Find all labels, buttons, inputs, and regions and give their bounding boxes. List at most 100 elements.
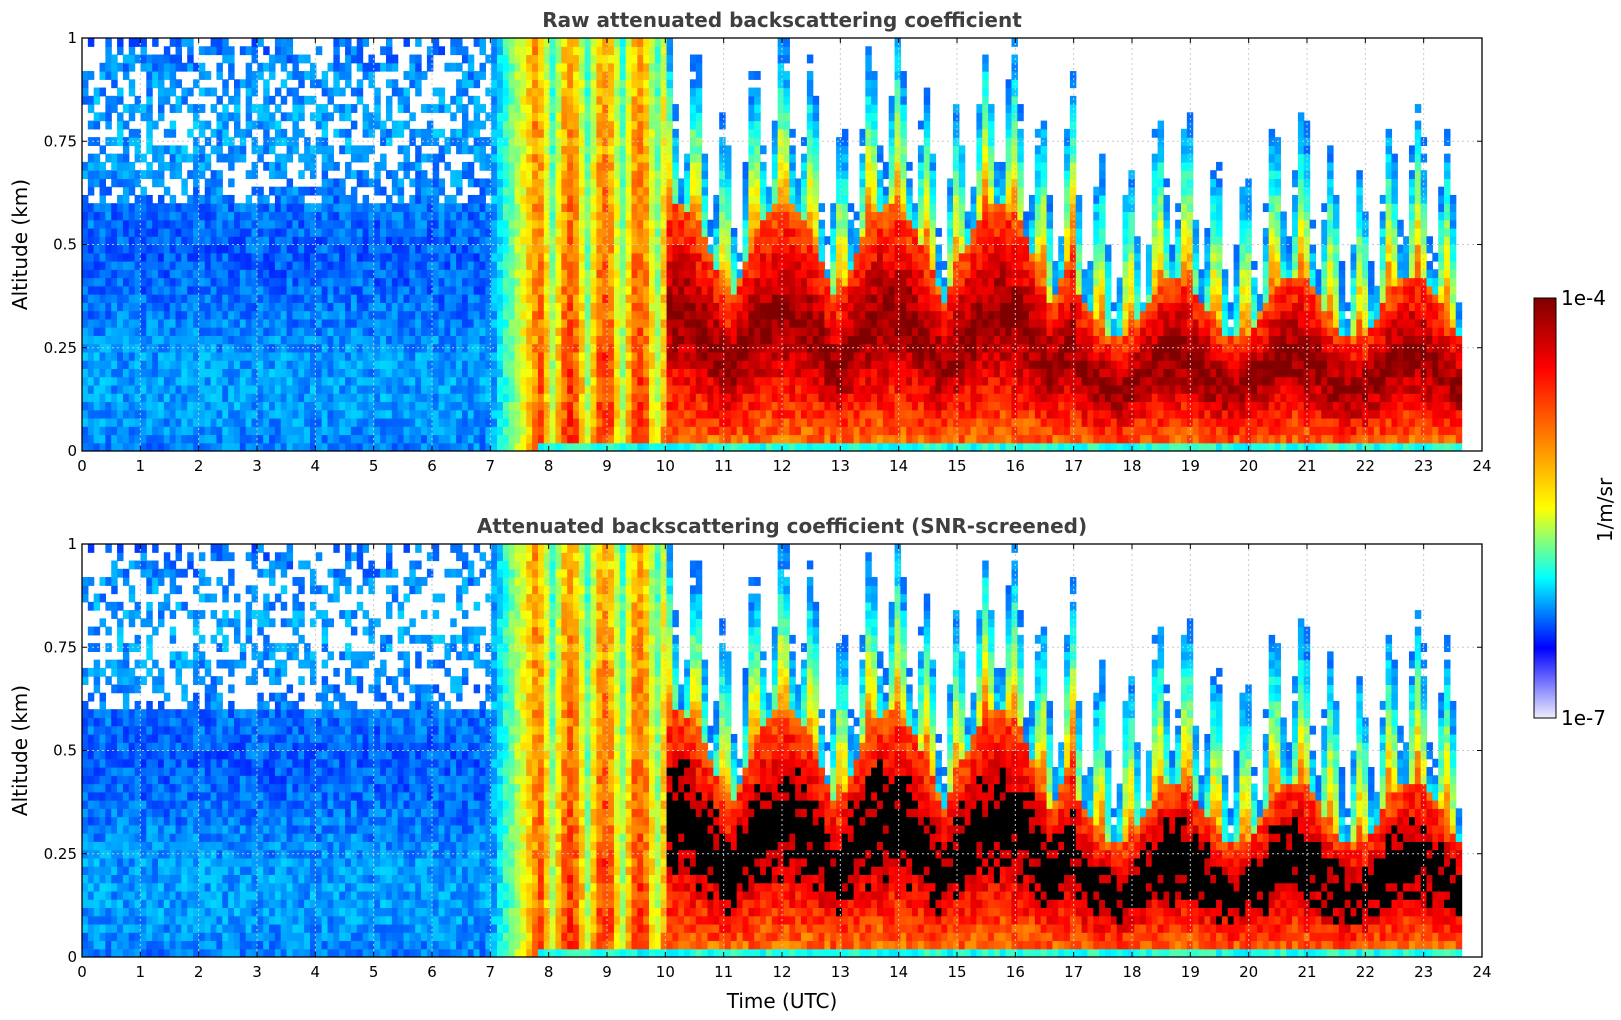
- heatmap-cell: [286, 393, 294, 403]
- heatmap-cell: [643, 145, 650, 155]
- heatmap-cell: [251, 368, 258, 378]
- heatmap-cell: [421, 153, 428, 163]
- heatmap-cell: [643, 318, 650, 328]
- heatmap-cell: [461, 261, 469, 270]
- heatmap-cell: [707, 393, 714, 403]
- heatmap-cell: [210, 236, 218, 246]
- heatmap-cell: [730, 434, 738, 444]
- heatmap-cell: [93, 203, 101, 213]
- heatmap-cell: [403, 426, 410, 436]
- heatmap-cell: [619, 351, 627, 361]
- heatmap-cell: [754, 310, 761, 320]
- heatmap-cell: [754, 261, 761, 270]
- heatmap-cell: [403, 161, 410, 171]
- heatmap-cell: [111, 178, 118, 188]
- heatmap-cell: [561, 211, 568, 221]
- heatmap-cell: [128, 227, 136, 237]
- heatmap-cell: [590, 261, 598, 270]
- heatmap-cell: [596, 393, 603, 403]
- heatmap-cell: [672, 302, 679, 312]
- heatmap-cell: [467, 360, 475, 369]
- heatmap-cell: [701, 360, 709, 369]
- heatmap-cell: [672, 360, 679, 369]
- heatmap-cell: [532, 137, 539, 146]
- heatmap-cell: [719, 269, 726, 279]
- heatmap-cell: [502, 211, 510, 221]
- heatmap-cell: [391, 252, 399, 262]
- heatmap-cell: [426, 236, 434, 246]
- heatmap-cell: [304, 252, 311, 262]
- heatmap-cell: [637, 244, 644, 254]
- heatmap-cell: [578, 161, 586, 171]
- heatmap-cell: [578, 261, 586, 270]
- heatmap-cell: [356, 145, 364, 155]
- heatmap-cell: [596, 137, 603, 146]
- heatmap-cell: [725, 219, 732, 229]
- heatmap-cell: [309, 360, 317, 369]
- heatmap-cell: [438, 343, 446, 353]
- heatmap-cell: [514, 87, 522, 97]
- heatmap-cell: [567, 376, 574, 386]
- heatmap-cell: [304, 227, 311, 237]
- heatmap-cell: [385, 62, 393, 72]
- heatmap-cell: [321, 310, 329, 320]
- heatmap-cell: [654, 409, 662, 419]
- heatmap-cell: [251, 227, 258, 237]
- heatmap-cell: [666, 170, 674, 180]
- heatmap-cell: [672, 153, 679, 163]
- heatmap-cell: [321, 194, 329, 204]
- heatmap-cell: [140, 277, 147, 287]
- heatmap-cell: [672, 442, 679, 451]
- heatmap-cell: [257, 360, 264, 369]
- heatmap-cell: [573, 376, 580, 386]
- heatmap-cell: [491, 54, 498, 64]
- heatmap-cell: [701, 170, 709, 180]
- heatmap-cell: [590, 38, 598, 47]
- heatmap-cell: [245, 442, 253, 451]
- heatmap-cell: [578, 38, 586, 47]
- heatmap-cell: [350, 211, 358, 221]
- heatmap-cell: [672, 376, 679, 386]
- heatmap-cell: [549, 178, 557, 188]
- heatmap-cell: [163, 236, 171, 246]
- heatmap-cell: [409, 294, 416, 303]
- heatmap-cell: [584, 227, 592, 237]
- heatmap-cell: [374, 203, 381, 213]
- heatmap-cell: [491, 186, 498, 196]
- heatmap-cell: [216, 62, 223, 72]
- heatmap-cell: [666, 318, 674, 328]
- heatmap-cell: [251, 261, 258, 270]
- heatmap-cell: [228, 71, 235, 80]
- heatmap-cell: [257, 104, 264, 113]
- heatmap-cell: [689, 252, 697, 262]
- heatmap-cell: [333, 161, 340, 171]
- heatmap-cell: [707, 376, 714, 386]
- heatmap-cell: [122, 145, 130, 155]
- heatmap-cell: [736, 302, 744, 312]
- heatmap-cell: [567, 95, 574, 105]
- heatmap-cell: [502, 294, 510, 303]
- heatmap-cell: [82, 203, 89, 213]
- heatmap-cell: [555, 442, 562, 451]
- heatmap-cell: [432, 335, 440, 345]
- heatmap-cell: [625, 62, 633, 72]
- heatmap-cell: [543, 145, 551, 155]
- heatmap-cell: [666, 351, 674, 361]
- heatmap-cell: [742, 203, 750, 213]
- heatmap-cell: [111, 310, 118, 320]
- heatmap-cell: [491, 417, 498, 427]
- heatmap-cell: [380, 128, 387, 138]
- heatmap-cell: [625, 269, 633, 279]
- heatmap-cell: [526, 71, 533, 80]
- heatmap-cell: [93, 153, 101, 163]
- heatmap-cell: [187, 294, 194, 303]
- heatmap-cell: [584, 310, 592, 320]
- heatmap-cell: [269, 384, 276, 394]
- heatmap-cell: [251, 384, 258, 394]
- heatmap-cell: [450, 261, 457, 270]
- heatmap-cell: [345, 426, 352, 436]
- heatmap-cell: [99, 434, 106, 444]
- heatmap-cell: [467, 178, 475, 188]
- heatmap-cell: [456, 79, 463, 89]
- heatmap-cell: [122, 426, 130, 436]
